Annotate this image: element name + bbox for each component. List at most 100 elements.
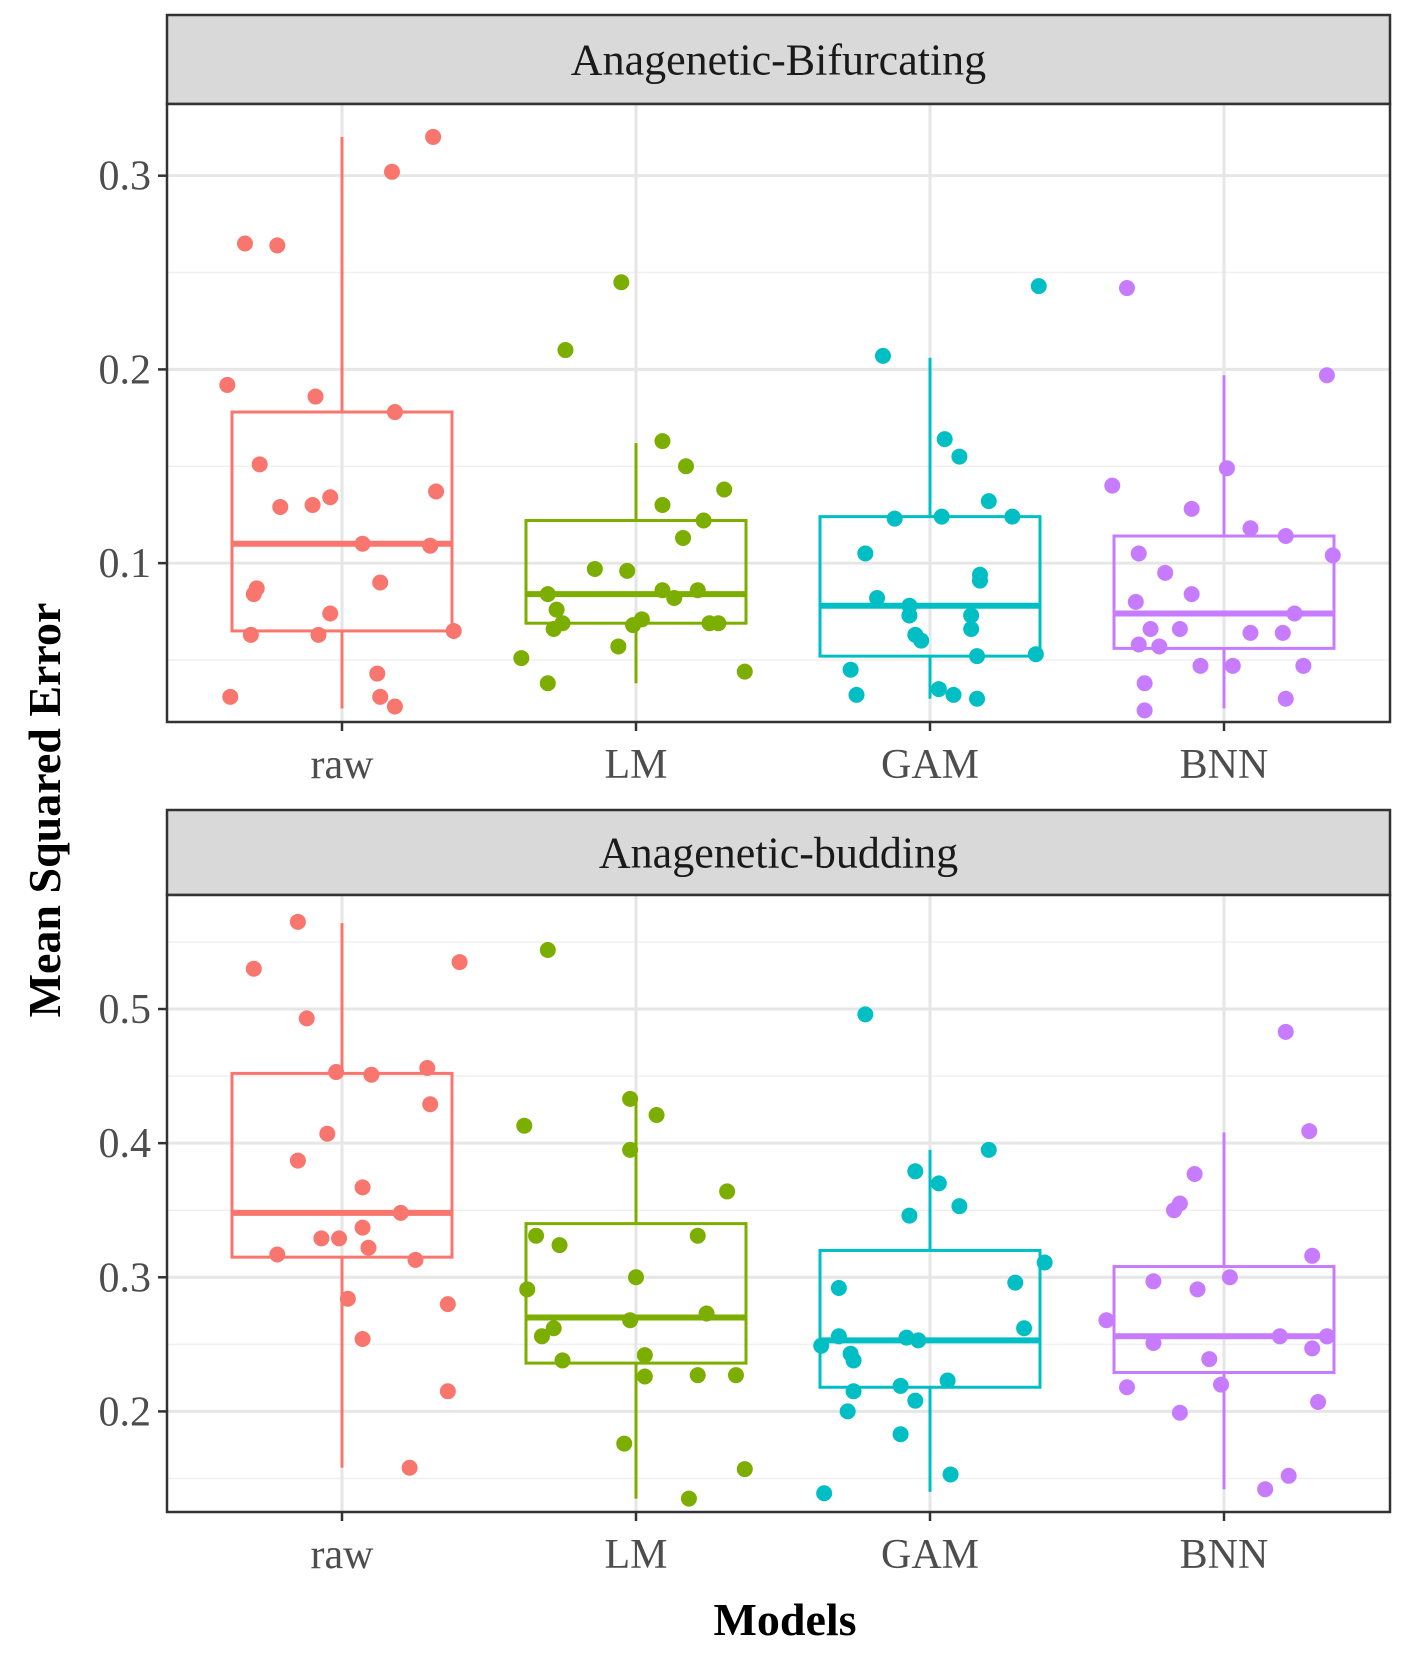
data-point-gam: [910, 1332, 927, 1349]
data-point-lm: [551, 1237, 568, 1254]
data-point-lm: [545, 1320, 562, 1337]
boxplot-gam: [818, 357, 1042, 699]
data-point-raw: [322, 489, 339, 506]
data-point-raw: [425, 128, 442, 145]
data-point-gam: [845, 1352, 862, 1369]
data-point-bnn: [1304, 1247, 1321, 1264]
data-point-bnn: [1098, 1312, 1115, 1329]
data-point-gam: [945, 686, 962, 703]
data-point-bnn: [1242, 520, 1259, 537]
data-point-bnn: [1130, 636, 1147, 653]
data-point-lm: [545, 621, 562, 638]
data-point-lm: [698, 1305, 715, 1322]
data-point-lm: [689, 1227, 706, 1244]
data-point-lm: [636, 1347, 653, 1364]
data-point-raw: [386, 698, 403, 715]
data-point-gam: [1036, 1254, 1053, 1271]
data-point-gam: [886, 510, 903, 527]
box-iqr: [1112, 534, 1336, 650]
data-point-gam: [971, 572, 988, 589]
data-point-raw: [422, 537, 439, 554]
data-point-raw: [354, 1179, 371, 1196]
data-point-raw: [307, 388, 324, 405]
data-point-gam: [857, 545, 874, 562]
data-point-gam: [907, 1163, 924, 1180]
data-point-lm: [519, 1281, 536, 1298]
data-point-raw: [310, 626, 327, 643]
data-point-lm: [557, 342, 574, 359]
data-point-raw: [354, 1330, 371, 1347]
data-point-bnn: [1277, 690, 1294, 707]
data-point-raw: [354, 1219, 371, 1236]
data-point-raw: [439, 1383, 456, 1400]
data-point-gam: [842, 661, 859, 678]
x-axis-title: Models: [713, 1594, 856, 1645]
data-point-gam: [980, 1141, 997, 1158]
facet-strip: [165, 13, 1392, 106]
panel-background: [167, 895, 1390, 1512]
data-point-lm: [710, 615, 727, 632]
data-point-bnn: [1166, 1202, 1183, 1219]
data-point-bnn: [1271, 1328, 1288, 1345]
x-tick-label: GAM: [881, 1532, 979, 1578]
x-tick-label: LM: [605, 1532, 668, 1578]
data-point-raw: [269, 1246, 286, 1263]
y-tick-label: 0.3: [99, 154, 152, 200]
data-point-gam: [848, 686, 865, 703]
data-point-bnn: [1257, 1481, 1274, 1498]
data-point-gam: [1004, 508, 1021, 525]
data-point-gam: [901, 607, 918, 624]
data-point-bnn: [1183, 500, 1200, 517]
data-point-bnn: [1186, 1165, 1203, 1182]
data-point-gam: [1016, 1320, 1033, 1337]
data-point-raw: [439, 1296, 456, 1313]
data-point-lm: [533, 1328, 550, 1345]
data-point-bnn: [1286, 605, 1303, 622]
data-point-raw: [339, 1290, 356, 1307]
facet-strip-title: Anagenetic-budding: [599, 829, 958, 878]
data-point-lm: [654, 582, 671, 599]
box-iqr: [818, 1248, 1042, 1389]
data-point-bnn: [1213, 1376, 1230, 1393]
boxplot-gam: [818, 1149, 1042, 1492]
data-point-bnn: [1136, 675, 1153, 692]
data-point-lm: [736, 663, 753, 680]
data-point-bnn: [1310, 1394, 1327, 1411]
data-point-lm: [539, 586, 556, 603]
panel-border: [165, 102, 1392, 724]
x-tick-label: LM: [605, 742, 668, 788]
data-point-gam: [913, 632, 930, 649]
data-point-gam: [963, 621, 980, 638]
data-point-raw: [392, 1204, 409, 1221]
data-point-raw: [428, 483, 445, 500]
data-point-raw: [328, 1064, 345, 1081]
data-point-raw: [245, 960, 262, 977]
data-point-bnn: [1280, 1467, 1297, 1484]
data-point-gam: [830, 1328, 847, 1345]
data-point-lm: [695, 512, 712, 529]
data-point-bnn: [1127, 593, 1144, 610]
data-point-bnn: [1104, 477, 1121, 494]
data-point-lm: [625, 617, 642, 634]
data-point-raw: [304, 497, 321, 514]
data-point-raw: [242, 626, 259, 643]
data-point-lm: [586, 560, 603, 577]
data-point-bnn: [1171, 1404, 1188, 1421]
data-point-lm: [513, 650, 530, 667]
y-tick-label: 0.1: [99, 541, 152, 587]
data-point-lm: [716, 481, 733, 498]
facet-strip: [165, 808, 1392, 897]
x-tick-label: GAM: [881, 742, 979, 788]
data-point-bnn: [1277, 1023, 1294, 1040]
data-point-raw: [419, 1060, 436, 1077]
data-point-lm: [516, 1117, 533, 1134]
data-point-raw: [386, 404, 403, 421]
data-point-raw: [422, 1096, 439, 1113]
data-point-gam: [892, 1426, 909, 1443]
data-point-raw: [319, 1125, 336, 1142]
data-point-raw: [445, 622, 462, 639]
data-point-raw: [222, 688, 239, 705]
data-point-gam: [969, 648, 986, 665]
data-point-bnn: [1242, 624, 1259, 641]
